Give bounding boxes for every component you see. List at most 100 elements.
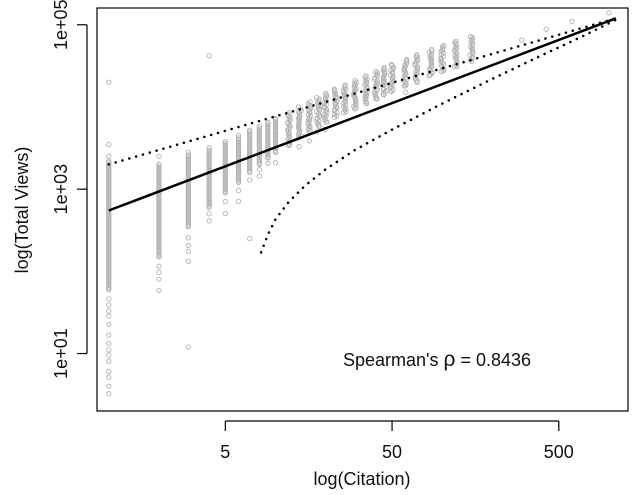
data-point (106, 383, 112, 389)
data-point (307, 99, 313, 105)
data-point (185, 223, 191, 230)
data-point (106, 332, 112, 338)
y-tick-label: 1e+01 (51, 328, 71, 379)
y-tick-label: 1e+03 (51, 164, 71, 215)
data-point (331, 114, 338, 120)
data-point (543, 26, 549, 32)
data-point (323, 113, 329, 119)
data-point (428, 46, 435, 53)
data-point (256, 173, 262, 179)
data-point (206, 218, 212, 224)
data-point (468, 58, 475, 64)
data-point (206, 53, 212, 59)
data-point (323, 91, 329, 97)
data-point (156, 276, 162, 282)
data-point (156, 269, 162, 275)
data-point (351, 90, 357, 97)
data-point (295, 104, 302, 110)
annotation-value: = 0.8436 (455, 350, 531, 370)
data-point (428, 64, 434, 70)
data-point (222, 190, 228, 196)
data-point (235, 176, 242, 183)
x-tick-label: 50 (382, 442, 402, 462)
data-point (106, 308, 112, 314)
data-point (334, 109, 340, 116)
data-point (185, 258, 191, 264)
data-point (156, 287, 162, 294)
data-point (265, 119, 271, 126)
data-point (403, 89, 409, 96)
data-point (314, 94, 320, 101)
data-point (331, 86, 338, 92)
data-point (235, 132, 242, 139)
data-point (364, 100, 370, 107)
data-point (441, 42, 447, 49)
data-point (247, 235, 253, 242)
data-point (519, 37, 525, 43)
data-point (235, 180, 242, 186)
data-point (373, 68, 379, 75)
x-tick-label: 5 (220, 442, 230, 462)
data-point (222, 187, 228, 193)
data-point (341, 84, 347, 91)
data-point (206, 211, 212, 217)
data-point (363, 100, 369, 106)
data-point (106, 368, 112, 375)
data-point (364, 76, 370, 82)
data-point (296, 144, 302, 150)
data-point (272, 149, 279, 156)
data-point (414, 67, 420, 73)
data-point (438, 68, 444, 75)
data-point (106, 374, 112, 380)
data-point (185, 344, 191, 350)
data-point (308, 105, 314, 112)
data-point (106, 321, 112, 328)
data-point (413, 52, 420, 58)
data-point (342, 82, 348, 88)
data-point (106, 284, 112, 291)
data-point (265, 155, 271, 161)
data-point (256, 167, 262, 173)
data-point (156, 251, 162, 257)
data-point (247, 167, 253, 173)
y-tick-label: 1e+05 (51, 0, 71, 50)
data-point (296, 123, 302, 130)
annotation-rho-symbol: ρ (444, 348, 456, 371)
data-point (352, 77, 358, 84)
data-point (340, 88, 347, 94)
data-point (222, 138, 228, 145)
data-point (222, 188, 228, 195)
data-point (206, 144, 212, 151)
fit-lines (107, 17, 618, 254)
data-point (374, 96, 381, 102)
data-point (381, 80, 388, 87)
data-point (106, 79, 112, 85)
data-point (306, 138, 313, 144)
data-point (272, 116, 279, 122)
data-point (452, 52, 458, 58)
x-tick-label: 500 (544, 442, 574, 462)
axes: 5 50 500 1e+01 1e+03 1e+05 (51, 0, 574, 462)
data-point (453, 38, 459, 44)
data-point (106, 313, 112, 319)
data-point (106, 391, 112, 397)
data-point (265, 151, 271, 158)
data-point (235, 187, 242, 194)
data-point (106, 153, 112, 159)
data-point (363, 73, 369, 79)
data-point (285, 119, 291, 125)
data-point (106, 347, 112, 353)
data-point (185, 248, 191, 255)
data-point (265, 153, 271, 159)
data-point (316, 105, 323, 112)
data-point (439, 60, 445, 66)
data-point (106, 296, 112, 302)
data-point (467, 33, 474, 40)
data-point (247, 127, 253, 133)
data-point (569, 18, 575, 25)
data-point (185, 149, 191, 156)
data-point (340, 110, 347, 116)
data-point (185, 242, 191, 249)
regression-line (108, 17, 617, 212)
